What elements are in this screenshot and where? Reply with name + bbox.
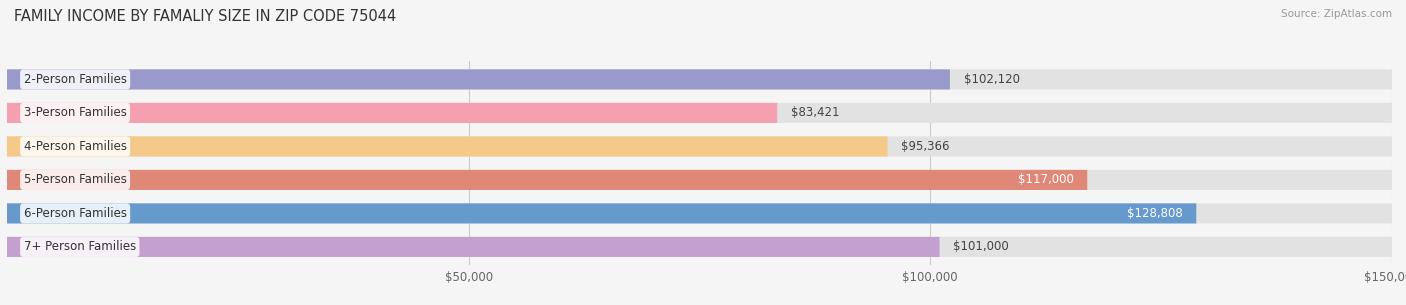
FancyBboxPatch shape bbox=[7, 237, 939, 257]
Text: $101,000: $101,000 bbox=[953, 240, 1010, 253]
Text: $117,000: $117,000 bbox=[1018, 174, 1073, 186]
Text: 7+ Person Families: 7+ Person Families bbox=[24, 240, 136, 253]
Text: $128,808: $128,808 bbox=[1126, 207, 1182, 220]
Text: $95,366: $95,366 bbox=[901, 140, 950, 153]
FancyBboxPatch shape bbox=[7, 69, 1392, 89]
Text: 2-Person Families: 2-Person Families bbox=[24, 73, 127, 86]
Text: 3-Person Families: 3-Person Families bbox=[24, 106, 127, 120]
Text: 4-Person Families: 4-Person Families bbox=[24, 140, 127, 153]
FancyBboxPatch shape bbox=[7, 203, 1197, 224]
Text: $83,421: $83,421 bbox=[792, 106, 839, 120]
Text: 5-Person Families: 5-Person Families bbox=[24, 174, 127, 186]
Text: 6-Person Families: 6-Person Families bbox=[24, 207, 127, 220]
FancyBboxPatch shape bbox=[7, 103, 1392, 123]
FancyBboxPatch shape bbox=[7, 203, 1392, 224]
Text: FAMILY INCOME BY FAMALIY SIZE IN ZIP CODE 75044: FAMILY INCOME BY FAMALIY SIZE IN ZIP COD… bbox=[14, 9, 396, 24]
FancyBboxPatch shape bbox=[7, 170, 1392, 190]
FancyBboxPatch shape bbox=[7, 103, 778, 123]
FancyBboxPatch shape bbox=[7, 237, 1392, 257]
FancyBboxPatch shape bbox=[7, 170, 1087, 190]
FancyBboxPatch shape bbox=[7, 136, 887, 156]
Text: Source: ZipAtlas.com: Source: ZipAtlas.com bbox=[1281, 9, 1392, 19]
FancyBboxPatch shape bbox=[7, 136, 1392, 156]
Text: $102,120: $102,120 bbox=[963, 73, 1019, 86]
FancyBboxPatch shape bbox=[7, 69, 950, 89]
